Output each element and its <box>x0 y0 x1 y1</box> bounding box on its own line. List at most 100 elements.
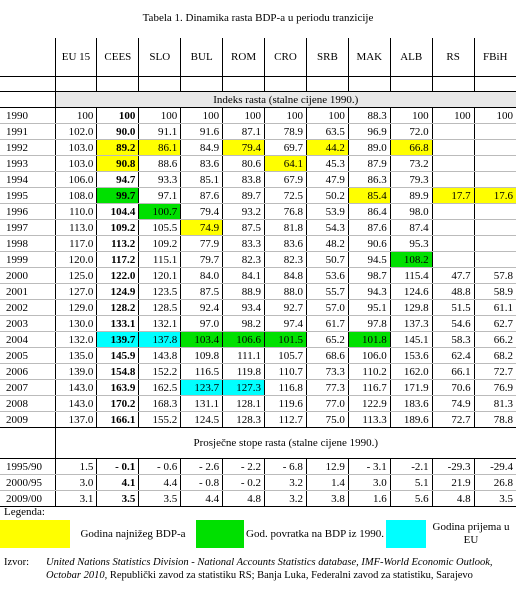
cell: 89.0 <box>347 139 391 156</box>
cell <box>473 123 516 140</box>
cell: 74.9 <box>431 395 475 412</box>
cell: 1.5 <box>54 458 97 475</box>
cell: 87.6 <box>180 187 223 204</box>
cell <box>431 123 475 140</box>
section-title: Prosječne stope rasta (stalne cijene 199… <box>54 427 516 459</box>
cell: 4.4 <box>180 490 223 507</box>
row-label: 1993 <box>0 155 55 172</box>
cell: 90.8 <box>96 155 139 172</box>
cell: 77.3 <box>305 379 349 396</box>
cell: 101.8 <box>347 331 391 348</box>
cell: 137.8 <box>138 331 181 348</box>
data-row: 2002 129.0 128.2 128.5 92.4 93.4 92.7 57.0 95.1 1… <box>0 299 516 316</box>
row-label: 2004 <box>0 331 55 348</box>
cell: 123.7 <box>180 379 223 396</box>
cell: 73.2 <box>389 155 433 172</box>
cell: 109.2 <box>96 219 139 236</box>
cell: 1.6 <box>347 490 391 507</box>
column-header: ALB <box>389 38 433 77</box>
cell: 117.2 <box>96 251 139 268</box>
row-label: 1995 <box>0 187 55 204</box>
cell: 128.1 <box>222 395 265 412</box>
cell <box>473 139 516 156</box>
legend: Legenda: Godina najnižeg BDP-a God. povra… <box>0 506 516 550</box>
cell: 119.8 <box>222 363 265 380</box>
cell <box>431 219 475 236</box>
cell: 116.8 <box>264 379 307 396</box>
cell: 132.0 <box>54 331 97 348</box>
cell: - 0.8 <box>180 474 223 491</box>
cell <box>473 155 516 172</box>
data-row: 2006 139.0 154.8 152.2 116.5 119.8 110.7 73.3 11… <box>0 363 516 380</box>
cell: 57.8 <box>473 267 516 284</box>
cell: 68.2 <box>473 347 516 364</box>
cell: 5.1 <box>389 474 433 491</box>
row-label: 2009/00 <box>0 490 55 507</box>
spacer-cell <box>0 76 55 92</box>
cell <box>473 171 516 188</box>
cell: 145.1 <box>389 331 433 348</box>
cell: 128.2 <box>96 299 139 316</box>
cell: 132.1 <box>138 315 181 332</box>
cell: 76.9 <box>473 379 516 396</box>
cell: 89.2 <box>96 139 139 156</box>
cell: 111.1 <box>222 347 265 364</box>
column-header: FBiH <box>473 38 516 77</box>
cell: 94.5 <box>347 251 391 268</box>
row-label: 1999 <box>0 251 55 268</box>
cell: 65.2 <box>305 331 349 348</box>
cell: 96.9 <box>347 123 391 140</box>
cell: 54.3 <box>305 219 349 236</box>
data-row: 1992 103.0 89.2 86.1 84.9 79.4 69.7 44.2 89.0 66.… <box>0 139 516 156</box>
cell: 84.0 <box>180 267 223 284</box>
section-cell <box>0 91 55 108</box>
section-row: Indeks rasta (stalne cijene 1990.) <box>0 91 516 108</box>
cell: 113.2 <box>96 235 139 252</box>
cell: -29.4 <box>473 458 516 475</box>
cell: 98.2 <box>222 315 265 332</box>
cell: 115.1 <box>138 251 181 268</box>
cell: 83.3 <box>222 235 265 252</box>
cell: 133.1 <box>96 315 139 332</box>
cell: 57.0 <box>305 299 349 316</box>
cell: 94.3 <box>347 283 391 300</box>
cell: 120.1 <box>138 267 181 284</box>
cell: 48.8 <box>431 283 475 300</box>
cell: 100 <box>305 107 349 124</box>
cell: 76.8 <box>264 203 307 220</box>
data-row: 1997 113.0 109.2 105.5 74.9 87.5 81.8 54.3 87.6 8… <box>0 219 516 236</box>
cell: 79.4 <box>222 139 265 156</box>
data-table: EU 15 CEES SLO BUL ROM CRO SRB MAK ALB RS FBiH Inde… <box>0 38 516 507</box>
cell: 4.4 <box>138 474 181 491</box>
cell: 58.9 <box>473 283 516 300</box>
cell: 92.4 <box>180 299 223 316</box>
cell: 113.3 <box>347 411 391 428</box>
data-row: 1991 102.0 90.0 91.1 91.6 87.1 78.9 63.5 96.9 72.… <box>0 123 516 140</box>
cell: 145.9 <box>96 347 139 364</box>
cell: 88.6 <box>138 155 181 172</box>
cell: 100 <box>180 107 223 124</box>
cell: 83.8 <box>222 171 265 188</box>
cell: 91.6 <box>180 123 223 140</box>
cell: 3.0 <box>54 474 97 491</box>
data-row: 2005 135.0 145.9 143.8 109.8 111.1 105.7 68.6 10… <box>0 347 516 364</box>
cell: 154.8 <box>96 363 139 380</box>
source-label: Izvor: <box>4 557 30 568</box>
column-header: BUL <box>180 38 223 77</box>
legend-label: God. povratka na BDP iz 1990. <box>246 527 384 540</box>
cell: 128.3 <box>222 411 265 428</box>
cell: 4.1 <box>96 474 139 491</box>
cell: 79.3 <box>389 171 433 188</box>
spacer-cell <box>347 76 391 92</box>
cell: 47.7 <box>431 267 475 284</box>
cell: - 3.1 <box>347 458 391 475</box>
cell: 93.2 <box>222 203 265 220</box>
cell: 86.3 <box>347 171 391 188</box>
cell: 95.1 <box>347 299 391 316</box>
cell: 100 <box>96 107 139 124</box>
row-label: 1990 <box>0 107 55 124</box>
cell: 79.4 <box>180 203 223 220</box>
section-cell <box>0 427 55 459</box>
cell: 162.0 <box>389 363 433 380</box>
data-row: 1998 117.0 113.2 109.2 77.9 83.3 83.6 48.2 90.6 9… <box>0 235 516 252</box>
